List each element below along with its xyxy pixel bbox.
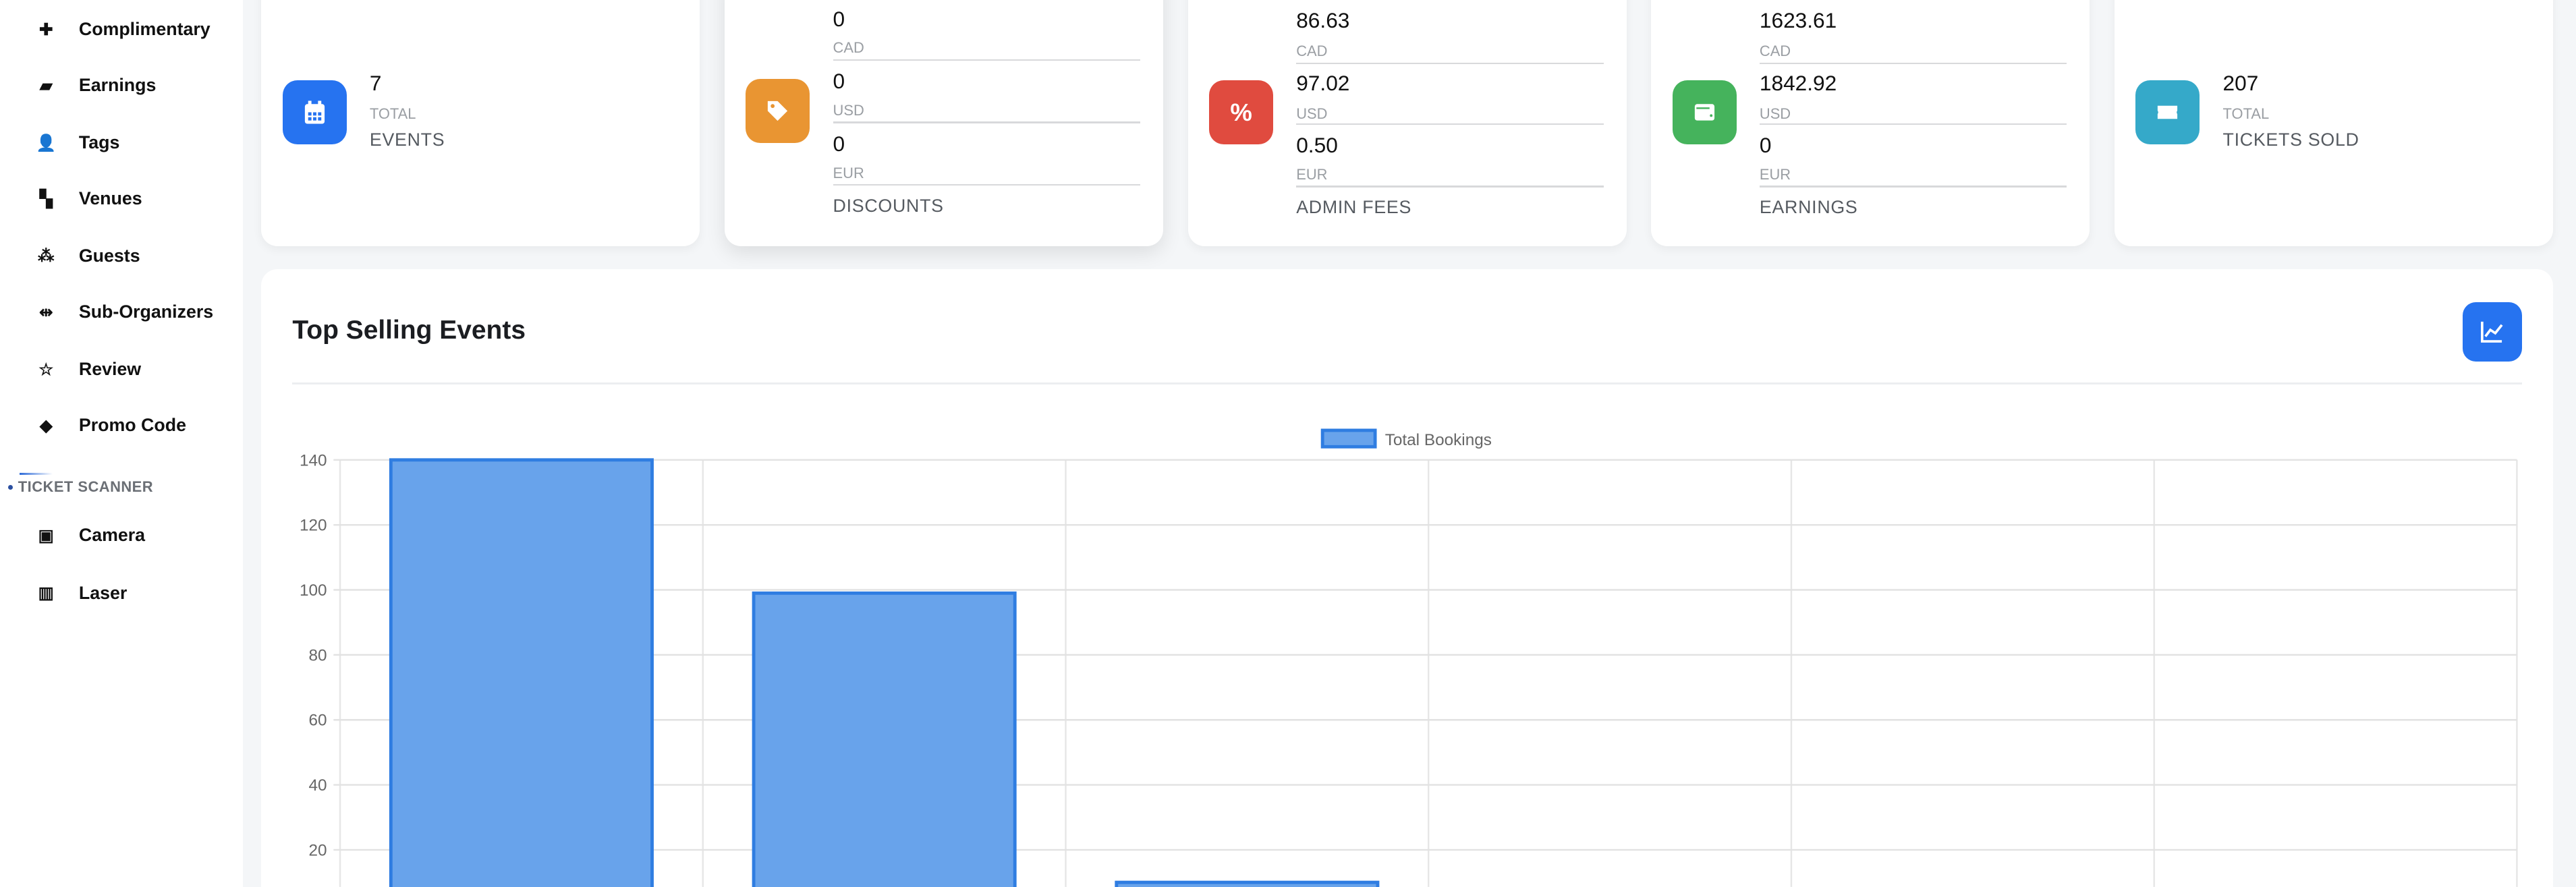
sidebar-item-laser[interactable]: ▥ Laser <box>36 577 128 610</box>
qrcode-icon: ▣ <box>38 526 54 545</box>
sidebar-item-earnings[interactable]: ▰ Earnings <box>36 69 157 102</box>
earnings-label: EARNINGS <box>1759 197 1858 218</box>
admin-fees-card: % 86.63 CAD 97.02 USD 0.50 EUR ADMIN FEE… <box>1187 0 1627 247</box>
currency-label: USD <box>1759 105 1791 122</box>
people-group-icon: ⁂ <box>38 247 55 266</box>
sidebar-item-camera[interactable]: ▣ Camera <box>36 519 145 552</box>
y-tick-label: 120 <box>300 517 327 535</box>
divider <box>1759 123 2067 125</box>
admin-fees-label: ADMIN FEES <box>1296 197 1412 218</box>
ticket-icon <box>2135 80 2200 145</box>
sidebar-item-tags[interactable]: 👤 Tags <box>36 132 120 153</box>
currency-label: USD <box>833 101 864 119</box>
admin-fee-usd-value: 97.02 <box>1296 70 1350 95</box>
legend-swatch <box>1320 428 1377 449</box>
divider <box>1759 185 2067 188</box>
discounts-card: 0 CAD 0 USD 0 EUR DISCOUNTS <box>724 0 1163 247</box>
y-tick-label: 100 <box>300 581 327 600</box>
barcode-icon: ▥ <box>38 584 54 603</box>
divider <box>1759 62 2067 64</box>
tickets-value: 207 <box>2222 70 2259 95</box>
admin-fee-cad-value: 86.63 <box>1296 8 1350 33</box>
divider <box>1296 123 1604 125</box>
discounts-label: DISCOUNTS <box>833 195 944 216</box>
calendar-icon <box>282 80 347 145</box>
sidebar-item-guests[interactable]: ⁂ Guests <box>36 240 140 273</box>
currency-label: EUR <box>1296 165 1328 183</box>
wallet-icon: ▰ <box>39 76 53 95</box>
discount-eur-value: 0 <box>833 131 845 156</box>
sidebar-item-promo-code[interactable]: ◆ Promo Code <box>36 409 186 442</box>
bullet-icon <box>8 485 13 490</box>
events-card: 7 TOTAL EVENTS <box>261 0 700 247</box>
user-tag-icon: 👤 <box>36 134 57 152</box>
tickets-label: TICKETS SOLD <box>2222 130 2359 150</box>
currency-label: EUR <box>833 164 864 181</box>
sidebar-item-venues[interactable]: ▚ Venues <box>36 182 142 215</box>
y-tick-label: 60 <box>309 712 327 730</box>
tickets-sub: TOTAL <box>2222 105 2270 122</box>
people-arrows-icon: ⇹ <box>38 303 53 322</box>
map-icon: ▚ <box>39 190 53 208</box>
bar <box>752 591 1017 887</box>
y-tick-label: 140 <box>300 451 327 469</box>
divider <box>292 382 2522 384</box>
tickets-card: 207 TOTAL TICKETS SOLD <box>2114 0 2553 247</box>
tag-icon <box>746 78 810 143</box>
y-tick-label: 20 <box>309 841 327 859</box>
earnings-card: 1623.61 CAD 1842.92 USD 0 EUR EARNINGS <box>1651 0 2090 247</box>
divider <box>1296 185 1604 188</box>
events-sub: TOTAL <box>369 105 416 122</box>
sidebar-item-review[interactable]: ☆ Review <box>36 353 141 387</box>
panel-title: Top Selling Events <box>292 315 526 345</box>
divider <box>833 59 1140 61</box>
legend-label: Total Bookings <box>1385 431 1492 449</box>
chart-line-icon <box>2481 322 2503 343</box>
puzzle-icon: ✚ <box>38 20 53 39</box>
divider <box>833 183 1140 186</box>
wallet-icon <box>1672 80 1737 145</box>
y-tick-label: 80 <box>309 646 327 664</box>
divider <box>833 121 1140 123</box>
events-value: 7 <box>369 70 382 95</box>
bar <box>389 458 654 887</box>
earnings-cad-value: 1623.61 <box>1759 8 1837 33</box>
y-tick-label: 40 <box>309 776 327 795</box>
currency-label: EUR <box>1759 165 1791 183</box>
earnings-eur-value: 0 <box>1759 133 1772 158</box>
discount-usd-value: 0 <box>833 69 845 94</box>
sidebar-item-sub-organizers[interactable]: ⇹ Sub-Organizers <box>36 295 213 328</box>
events-label: EVENTS <box>369 130 445 150</box>
tag-icon: ◆ <box>39 416 53 435</box>
earnings-usd-value: 1842.92 <box>1759 70 1837 95</box>
star-icon: ☆ <box>38 360 54 379</box>
divider <box>1296 62 1604 64</box>
chart-toggle-button[interactable] <box>2463 302 2522 362</box>
currency-label: CAD <box>1296 42 1328 60</box>
section-ticket-scanner: TICKET SCANNER <box>8 473 153 496</box>
currency-label: CAD <box>1759 42 1791 60</box>
admin-fee-eur-value: 0.50 <box>1296 133 1338 158</box>
sidebar: ✚ Complimentary ▰ Earnings 👤 Tags ▚ Venues ⁂… <box>0 0 244 887</box>
discount-cad-value: 0 <box>833 6 845 31</box>
currency-label: USD <box>1296 105 1328 122</box>
percent-icon: % <box>1209 80 1274 145</box>
currency-label: CAD <box>833 39 864 57</box>
sidebar-item-complimentary[interactable]: ✚ Complimentary <box>36 13 211 46</box>
bar <box>1115 880 1380 887</box>
